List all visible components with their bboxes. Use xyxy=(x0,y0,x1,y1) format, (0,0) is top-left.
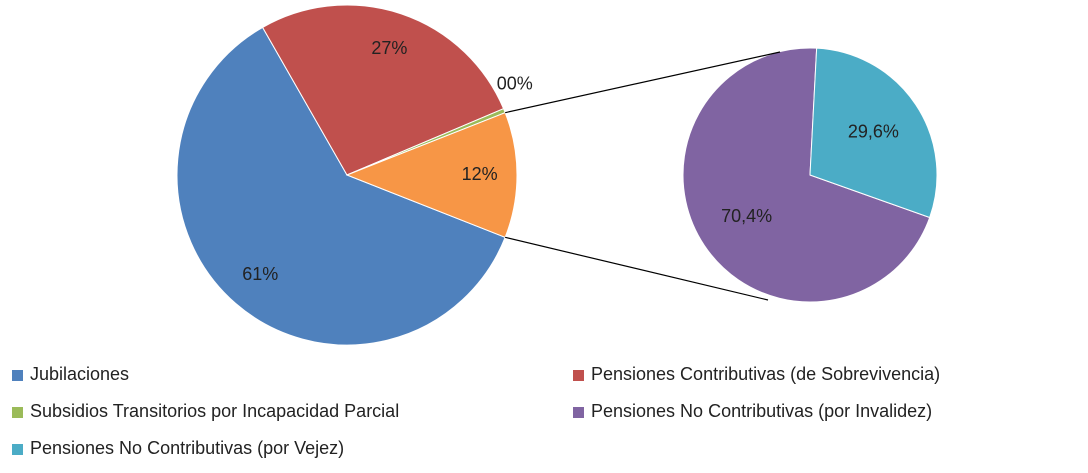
legend-marker xyxy=(573,370,584,381)
data-label: 00% xyxy=(497,74,533,94)
legend-label: Pensiones No Contributivas (por Vejez) xyxy=(30,438,344,458)
legend-label: Pensiones Contributivas (de Sobrevivenci… xyxy=(591,364,940,384)
data-label: 12% xyxy=(462,164,498,184)
legend-label: Subsidios Transitorios por Incapacidad P… xyxy=(30,401,399,421)
pie-slice xyxy=(345,112,518,238)
pie-slice xyxy=(682,47,931,303)
data-label: 61% xyxy=(242,264,278,284)
legend-marker xyxy=(12,370,23,381)
connector-line xyxy=(505,51,781,114)
data-label: 70,4% xyxy=(721,206,772,226)
data-label: 29,6% xyxy=(848,121,899,141)
legend-marker xyxy=(12,444,23,455)
legend-marker xyxy=(573,407,584,418)
pie-slice xyxy=(261,4,505,176)
legend-marker xyxy=(12,407,23,418)
legend-label: Pensiones No Contributivas (por Invalide… xyxy=(591,401,932,421)
pie-slice xyxy=(176,26,506,346)
pie-slice xyxy=(809,47,938,219)
data-label: 27% xyxy=(371,38,407,58)
legend-label: Jubilaciones xyxy=(30,364,129,384)
connector-line xyxy=(505,236,769,301)
